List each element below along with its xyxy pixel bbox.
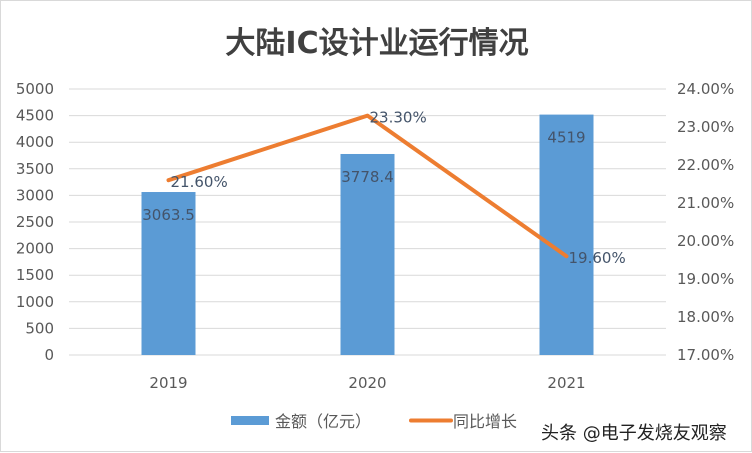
right-tick-label: 23.00% [677, 118, 734, 136]
left-tick-label: 4000 [16, 133, 54, 151]
bar-data-label: 3063.5 [142, 206, 195, 224]
left-tick-label: 2000 [16, 240, 54, 258]
left-tick-label: 1500 [16, 266, 54, 284]
left-tick-label: 2500 [16, 213, 54, 231]
right-tick-label: 20.00% [677, 232, 734, 250]
right-tick-label: 21.00% [677, 194, 734, 212]
line-data-label: 23.30% [370, 109, 427, 127]
right-tick-label: 24.00% [677, 80, 734, 98]
watermark: 头条 @电子发烧友观察 [541, 423, 727, 444]
right-tick-label: 19.00% [677, 270, 734, 288]
bar-data-label: 4519 [547, 129, 585, 147]
right-tick-label: 17.00% [677, 346, 734, 364]
left-tick-label: 4500 [16, 107, 54, 125]
right-tick-label: 22.00% [677, 156, 734, 174]
legend-line-label: 同比增长 [453, 412, 517, 431]
x-tick-label: 2021 [547, 374, 585, 392]
legend-bar-swatch [231, 416, 269, 425]
bar [540, 115, 594, 355]
right-tick-label: 18.00% [677, 308, 734, 326]
line-data-label: 19.60% [569, 249, 626, 267]
legend: 金额（亿元） 同比增长 [231, 412, 517, 431]
left-tick-label: 0 [44, 346, 54, 364]
x-tick-label: 2020 [348, 374, 386, 392]
x-tick-label: 2019 [149, 374, 187, 392]
left-tick-label: 5000 [16, 80, 54, 98]
left-tick-label: 500 [25, 319, 54, 337]
left-tick-label: 3000 [16, 186, 54, 204]
left-tick-label: 1000 [16, 293, 54, 311]
line-data-label: 21.60% [171, 173, 228, 191]
chart-title: 大陆IC设计业运行情况 [225, 26, 528, 61]
bar-data-label: 3778.4 [341, 168, 394, 186]
left-tick-label: 3500 [16, 160, 54, 178]
legend-bar-label: 金额（亿元） [275, 412, 371, 431]
